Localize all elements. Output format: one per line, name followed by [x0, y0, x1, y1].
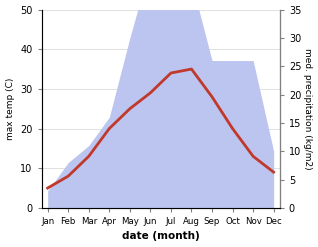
Y-axis label: med. precipitation (kg/m2): med. precipitation (kg/m2)	[303, 48, 313, 169]
Y-axis label: max temp (C): max temp (C)	[5, 78, 15, 140]
X-axis label: date (month): date (month)	[122, 231, 199, 242]
